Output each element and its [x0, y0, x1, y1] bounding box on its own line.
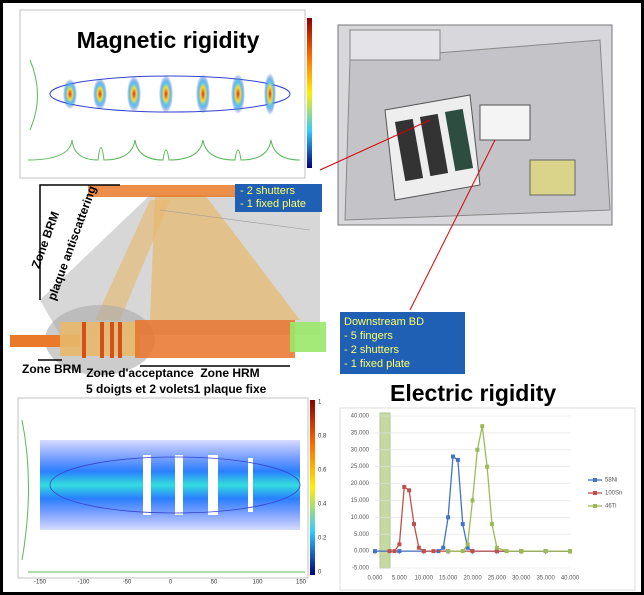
box-text: Downstream BD — [344, 316, 424, 328]
zone-label: Zone d'acceptance — [86, 366, 194, 380]
chart-title: Electric rigidity — [390, 380, 556, 406]
point — [397, 549, 401, 553]
zone-label: 5 doigts et 2 volets — [86, 382, 194, 396]
colorbar-label: 0.6 — [318, 468, 327, 474]
point — [417, 546, 421, 550]
legend-label: 100Sn — [605, 491, 622, 497]
legend-marker — [593, 504, 597, 508]
zone-label: 1 plaque fixe — [194, 382, 267, 396]
box-text: - 2 shutters — [240, 185, 296, 197]
x-tick-label: 30.000 — [512, 576, 531, 582]
scatter-plot — [18, 398, 315, 578]
point — [446, 515, 450, 519]
x-tick-label: 100 — [252, 580, 263, 586]
magnetic-title: Magnetic rigidity — [77, 27, 260, 53]
point — [402, 485, 406, 489]
x-tick-label: 35.000 — [536, 576, 555, 582]
point — [461, 549, 465, 553]
point — [505, 549, 509, 553]
x-tick-label: 15.000 — [439, 576, 458, 582]
point — [373, 549, 377, 553]
y-tick-label: 40.000 — [351, 414, 370, 420]
point — [490, 522, 494, 526]
x-tick-label: 50 — [211, 580, 218, 586]
legend-marker — [593, 478, 597, 482]
x-tick-label: -150 — [34, 580, 47, 586]
x-tick-label: 5.000 — [392, 576, 408, 582]
cad-view — [338, 25, 612, 225]
point — [485, 465, 489, 469]
slide: Magnetic rigidity Zone BRM plaque antisc — [0, 0, 644, 595]
colorbar-label: 0.8 — [318, 434, 327, 440]
colorbar-label: 0.2 — [318, 536, 327, 542]
colorbar-label: 0.4 — [318, 502, 327, 508]
y-tick-label: 5.000 — [354, 532, 370, 538]
y-tick-label: 30.000 — [351, 447, 370, 453]
point — [480, 424, 484, 428]
x-tick-label: -50 — [123, 580, 132, 586]
point — [456, 458, 460, 462]
point — [397, 542, 401, 546]
point — [388, 549, 392, 553]
x-tick-label: 40.000 — [561, 576, 580, 582]
legend-label: 58Ni — [605, 478, 617, 484]
zone-label: Zone BRM — [22, 362, 81, 376]
point — [461, 522, 465, 526]
point — [412, 522, 416, 526]
box-text: - 1 fixed plate — [344, 358, 410, 370]
y-tick-label: -5.000 — [352, 566, 370, 572]
box-text: - 1 fixed plate — [240, 198, 306, 210]
box-text: - 2 shutters — [344, 344, 400, 356]
point — [471, 549, 475, 553]
point — [475, 448, 479, 452]
legend-marker — [593, 491, 597, 495]
x-tick-label: 10.000 — [415, 576, 434, 582]
x-tick-label: 20.000 — [463, 576, 482, 582]
point — [519, 549, 523, 553]
y-tick-label: 20.000 — [351, 481, 370, 487]
point — [441, 546, 445, 550]
point — [446, 549, 450, 553]
y-tick-label: 35.000 — [351, 430, 370, 436]
zone-label: Zone HRM — [200, 366, 259, 380]
point — [544, 549, 548, 553]
point — [422, 549, 426, 553]
highlight-band — [380, 413, 390, 568]
point — [466, 542, 470, 546]
point — [451, 455, 455, 459]
point — [407, 488, 411, 492]
y-tick-label: 10.000 — [351, 515, 370, 521]
y-tick-label: 0.000 — [354, 549, 370, 555]
legend-label: 46Ti — [605, 504, 616, 510]
x-tick-label: 150 — [296, 580, 307, 586]
x-tick-label: 0.000 — [367, 576, 383, 582]
y-tick-label: 25.000 — [351, 464, 370, 470]
point — [471, 498, 475, 502]
x-tick-label: 25.000 — [488, 576, 507, 582]
point — [495, 546, 499, 550]
y-tick-label: 15.000 — [351, 498, 370, 504]
point — [432, 549, 436, 553]
point — [393, 549, 397, 553]
box-text: - 5 fingers — [344, 330, 393, 342]
x-tick-label: -100 — [77, 580, 90, 586]
point — [568, 549, 572, 553]
